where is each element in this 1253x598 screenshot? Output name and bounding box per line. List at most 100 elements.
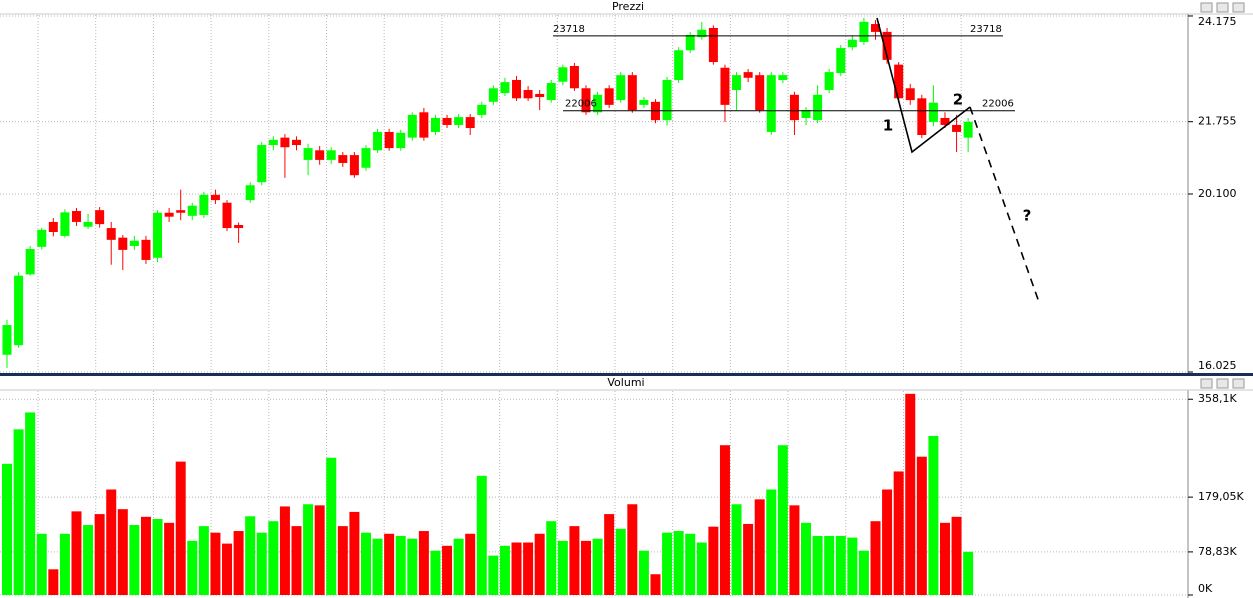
volume-bar (847, 537, 858, 595)
volume-bar (882, 489, 893, 595)
volume-bar (604, 514, 615, 595)
volume-bar (615, 528, 626, 595)
volume-bar (233, 531, 244, 595)
volume-bar (372, 538, 383, 595)
volume-bar (511, 542, 522, 595)
candle-body (141, 239, 151, 260)
candle-body (882, 31, 892, 60)
volume-bar (766, 489, 777, 595)
volume-bar (696, 542, 707, 595)
close-button[interactable] (1232, 2, 1245, 13)
volume-bar (465, 533, 476, 595)
candle-body (755, 75, 765, 111)
candle-body (801, 110, 811, 118)
volume-bar (685, 533, 696, 595)
volume-bar (870, 521, 881, 595)
candle-body (778, 75, 788, 80)
candle-body (697, 29, 707, 38)
panel-title: Prezzi (612, 0, 644, 13)
candle-body (106, 228, 116, 240)
volume-bar (418, 531, 429, 595)
candle-body (732, 75, 742, 91)
volume-bar (731, 504, 742, 595)
candle-body (569, 65, 579, 89)
minimize-button[interactable] (1200, 2, 1213, 13)
level-label: 22006 (565, 99, 597, 110)
volume-bar (662, 532, 673, 595)
trend-line (876, 17, 971, 154)
volume-bar (430, 550, 441, 595)
volume-bar (210, 532, 221, 595)
maximize-button[interactable] (1216, 378, 1229, 389)
candle-body (708, 27, 718, 63)
minimize-button[interactable] (1200, 378, 1213, 389)
y-tick-label: 179,05K (1198, 490, 1244, 503)
candle-body (720, 67, 730, 105)
volume-bar (638, 550, 649, 595)
candle-body (153, 212, 163, 258)
volume-bar (754, 499, 765, 595)
volume-bar (117, 509, 128, 595)
volume-bar (291, 526, 302, 595)
candle-body (95, 210, 105, 225)
volume-bar (279, 506, 290, 595)
candle-body (674, 50, 684, 80)
volume-bar (557, 540, 568, 595)
maximize-button[interactable] (1216, 2, 1229, 13)
candle-body (234, 224, 244, 229)
candle-body (963, 121, 973, 138)
candle-body (836, 48, 846, 73)
volume-bar (858, 550, 869, 595)
volume-bar (164, 522, 175, 595)
candle-body (894, 64, 904, 99)
candle-body (500, 82, 510, 94)
annotation: ? (1023, 207, 1032, 225)
volume-bar (395, 535, 406, 595)
candle-body (60, 212, 70, 236)
close-button[interactable] (1232, 378, 1245, 389)
candle-body (952, 124, 962, 132)
volume-bar (2, 463, 12, 595)
candle-body (407, 114, 417, 138)
candle-body (118, 237, 128, 250)
candle-body (454, 117, 464, 125)
volume-bar (71, 511, 82, 595)
level-label: 23718 (970, 24, 1002, 35)
volume-bar (743, 523, 754, 595)
candle-body (187, 205, 197, 216)
volume-bar (337, 526, 348, 595)
candle-body (430, 117, 440, 132)
y-tick-label: 24.175 (1198, 15, 1237, 28)
volume-bar (592, 538, 603, 595)
candle-body (442, 117, 452, 125)
candle-body (349, 155, 359, 176)
window-buttons (1200, 2, 1245, 389)
volume-bar (523, 542, 534, 595)
volume-bar (245, 516, 256, 595)
volume-bar (106, 489, 117, 595)
volume-bar (789, 505, 800, 595)
volume-bar (129, 525, 140, 595)
volume-bar (546, 521, 557, 595)
volume-bar (25, 412, 36, 595)
volume-bar (824, 535, 835, 595)
candle-body (616, 75, 626, 101)
candle-body (245, 185, 255, 201)
volume-bar (951, 516, 962, 595)
candle-body (847, 39, 857, 48)
candle-body (477, 104, 487, 115)
candle-body (662, 79, 672, 121)
candle-body (535, 93, 545, 98)
candle-body (396, 132, 406, 149)
volume-bar (534, 533, 545, 595)
candle-body (384, 131, 394, 149)
candle-body (14, 275, 24, 346)
volume-bar (175, 461, 186, 595)
panel-title: Volumi (607, 376, 644, 389)
volume-bar (140, 516, 151, 595)
volume-bar (835, 535, 846, 595)
candle-body (546, 83, 556, 101)
candle-body (488, 88, 498, 102)
candle-body (71, 211, 81, 222)
candle-body (268, 139, 278, 146)
